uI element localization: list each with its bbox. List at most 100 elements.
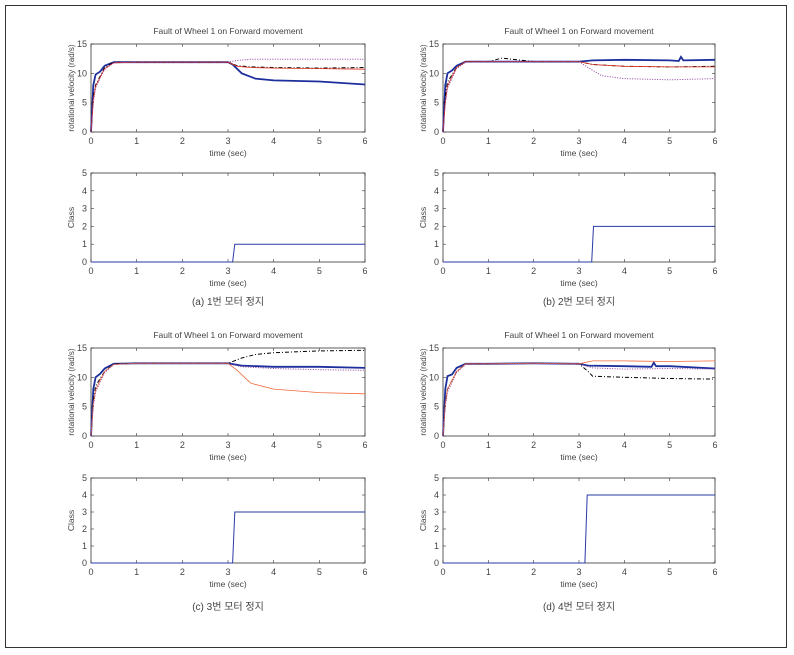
x-tick-label: 2 xyxy=(180,136,185,146)
x-tick-label: 0 xyxy=(88,440,93,450)
y-tick-label: 5 xyxy=(82,473,87,483)
class-axes xyxy=(442,477,716,564)
x-tick-label: 3 xyxy=(576,136,581,146)
series-wheel-purple xyxy=(90,58,365,133)
y-tick-label: 3 xyxy=(82,507,87,517)
x-tick-label: 5 xyxy=(667,440,672,450)
x-tick-label: 4 xyxy=(271,136,276,146)
y-tick-label: 10 xyxy=(77,68,87,78)
series-class xyxy=(91,511,365,564)
x-tick-label: 5 xyxy=(667,567,672,577)
x-tick-label: 2 xyxy=(531,266,536,276)
y-tick-label: 2 xyxy=(434,524,439,534)
x-tick-label: 4 xyxy=(271,440,276,450)
x-tick-label: 5 xyxy=(317,266,322,276)
y-axis-label: rotational velocity (rad/s) xyxy=(67,44,76,131)
x-tick-label: 0 xyxy=(88,266,93,276)
y-tick-label: 1 xyxy=(82,541,87,551)
x-tick-label: 1 xyxy=(486,136,491,146)
y-tick-label: 5 xyxy=(434,402,439,412)
y-axis-label: Class xyxy=(66,207,76,228)
y-tick-label: 1 xyxy=(434,541,439,551)
chart-title: Fault of Wheel 1 on Forward movement xyxy=(153,26,303,36)
y-axis-label: rotational velocity (rad/s) xyxy=(67,348,76,435)
x-axis-label: time (sec) xyxy=(560,278,597,288)
class-plot-area xyxy=(442,477,716,564)
x-tick-label: 5 xyxy=(317,440,322,450)
class-axes xyxy=(442,172,716,263)
velocity-axes xyxy=(90,43,366,133)
y-tick-label: 0 xyxy=(434,558,439,568)
y-tick-label: 0 xyxy=(82,558,87,568)
series-wheel-purple xyxy=(90,362,366,437)
x-tick-label: 5 xyxy=(317,136,322,146)
x-tick-label: 2 xyxy=(531,136,536,146)
x-tick-label: 3 xyxy=(576,266,581,276)
y-tick-label: 2 xyxy=(434,221,439,231)
x-tick-label: 3 xyxy=(225,440,230,450)
y-tick-label: 2 xyxy=(82,524,87,534)
y-tick-label: 3 xyxy=(82,204,87,214)
series-class xyxy=(443,494,715,564)
class-plot-area xyxy=(90,477,366,564)
series-class xyxy=(443,225,715,263)
x-tick-label: 1 xyxy=(486,266,491,276)
y-tick-label: 1 xyxy=(82,239,87,249)
series-wheel-purple xyxy=(442,61,716,133)
series-wheel-black xyxy=(90,349,366,437)
y-tick-label: 10 xyxy=(77,372,87,382)
panel-caption: (a) 1번 모터 정지 xyxy=(192,296,264,308)
x-tick-label: 3 xyxy=(576,567,581,577)
y-tick-label: 10 xyxy=(429,68,439,78)
y-tick-label: 3 xyxy=(434,204,439,214)
x-tick-label: 4 xyxy=(271,567,276,577)
series-wheel-red xyxy=(90,61,366,133)
x-tick-label: 6 xyxy=(712,266,717,276)
y-tick-label: 5 xyxy=(434,473,439,483)
x-tick-label: 2 xyxy=(180,567,185,577)
x-tick-label: 4 xyxy=(271,266,276,276)
x-tick-label: 0 xyxy=(440,136,445,146)
series-wheel-red xyxy=(442,61,715,133)
x-tick-label: 0 xyxy=(88,567,93,577)
y-tick-label: 0 xyxy=(434,257,439,267)
x-axis-label: time (sec) xyxy=(209,148,246,158)
y-tick-label: 4 xyxy=(434,490,439,500)
x-tick-label: 1 xyxy=(134,440,139,450)
y-tick-label: 1 xyxy=(434,239,439,249)
y-tick-label: 5 xyxy=(82,168,87,178)
y-tick-label: 5 xyxy=(434,98,439,108)
velocity-plot-area xyxy=(442,43,716,133)
x-axis-label: time (sec) xyxy=(209,278,246,288)
x-tick-label: 1 xyxy=(134,567,139,577)
x-tick-label: 4 xyxy=(622,567,627,577)
x-tick-label: 3 xyxy=(225,136,230,146)
x-tick-label: 5 xyxy=(317,567,322,577)
velocity-plot-area xyxy=(90,43,366,133)
panel-caption: (c) 3번 모터 정지 xyxy=(192,601,264,613)
x-tick-label: 4 xyxy=(622,440,627,450)
x-tick-label: 5 xyxy=(667,136,672,146)
y-tick-label: 4 xyxy=(434,186,439,196)
y-tick-label: 3 xyxy=(434,507,439,517)
series-wheel-orange xyxy=(90,362,366,437)
x-tick-label: 6 xyxy=(712,136,717,146)
y-tick-label: 0 xyxy=(82,127,87,137)
y-tick-label: 10 xyxy=(429,372,439,382)
y-axis-label: rotational velocity (rad/s) xyxy=(419,348,428,435)
x-tick-label: 6 xyxy=(712,567,717,577)
velocity-axes xyxy=(442,347,716,437)
x-axis-label: time (sec) xyxy=(209,452,246,462)
x-tick-label: 6 xyxy=(362,136,367,146)
x-tick-label: 3 xyxy=(225,567,230,577)
velocity-axes xyxy=(90,347,366,437)
class-plot-area xyxy=(442,172,716,263)
y-tick-label: 0 xyxy=(82,431,87,441)
x-tick-label: 2 xyxy=(180,440,185,450)
y-tick-label: 5 xyxy=(434,168,439,178)
class-plot-area xyxy=(90,172,366,263)
x-tick-label: 0 xyxy=(440,440,445,450)
x-tick-label: 6 xyxy=(362,440,367,450)
x-tick-label: 3 xyxy=(225,266,230,276)
x-tick-label: 2 xyxy=(180,266,185,276)
